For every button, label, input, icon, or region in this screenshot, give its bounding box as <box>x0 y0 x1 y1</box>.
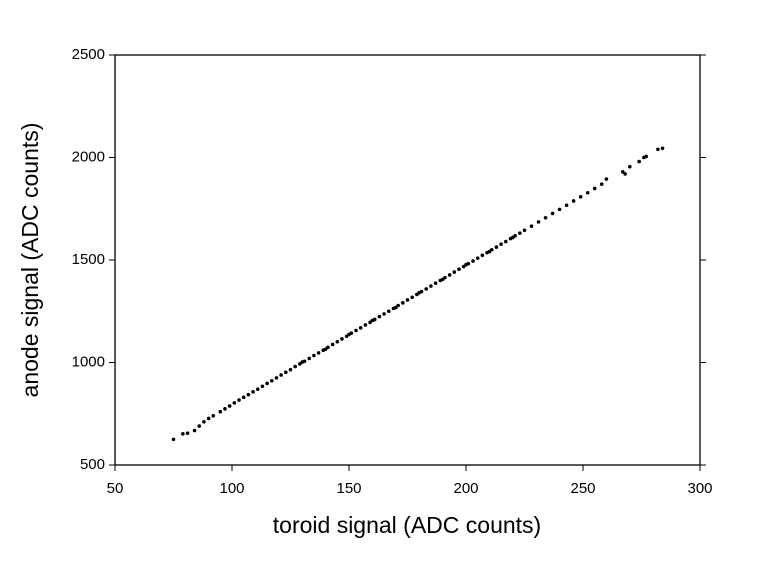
point <box>417 291 422 295</box>
point <box>440 277 445 282</box>
point <box>323 347 328 351</box>
point <box>246 392 251 397</box>
point <box>307 356 312 361</box>
point <box>269 378 274 383</box>
point <box>363 323 368 327</box>
point <box>227 404 232 408</box>
point <box>218 409 223 414</box>
point <box>480 253 485 258</box>
point <box>232 401 237 405</box>
point <box>550 211 555 216</box>
point <box>642 155 646 160</box>
point <box>529 224 534 228</box>
y-tick-label: 2000 <box>72 148 105 165</box>
point <box>475 256 480 260</box>
point <box>405 298 410 302</box>
x-tick-label: 50 <box>107 480 124 497</box>
point <box>274 376 279 380</box>
point <box>370 318 375 323</box>
point <box>457 267 461 272</box>
point <box>396 303 400 308</box>
point <box>330 342 335 347</box>
point <box>487 249 492 254</box>
point <box>637 159 641 164</box>
x-axis-label: toroid signal (ADC counts) <box>273 512 541 538</box>
x-tick-label: 250 <box>570 480 595 497</box>
point <box>358 326 363 330</box>
point <box>599 182 604 186</box>
point <box>543 215 548 220</box>
point <box>347 332 351 337</box>
point <box>354 328 358 333</box>
point <box>410 295 414 300</box>
x-tick-label: 150 <box>336 480 361 497</box>
point <box>592 186 597 191</box>
point <box>255 387 260 391</box>
point <box>401 301 405 305</box>
point <box>623 172 627 176</box>
point <box>293 364 297 369</box>
point <box>604 177 609 181</box>
point <box>386 309 391 314</box>
point <box>211 414 216 418</box>
point <box>197 424 202 428</box>
plot-frame <box>114 54 701 466</box>
point <box>394 305 398 310</box>
point <box>494 245 499 249</box>
y-tick-label: 1000 <box>72 353 105 370</box>
point <box>300 360 305 364</box>
point <box>223 407 227 411</box>
point <box>503 239 508 244</box>
y-tick-label: 500 <box>80 456 105 473</box>
point <box>288 367 293 372</box>
point <box>557 207 562 212</box>
y-tick-label: 1500 <box>72 251 105 268</box>
x-tick-label: 200 <box>453 480 478 497</box>
x-tick-label: 300 <box>687 480 712 497</box>
point <box>511 235 515 240</box>
x-tick-label: 100 <box>219 480 244 497</box>
point <box>237 398 241 402</box>
point <box>585 190 590 195</box>
point <box>382 312 386 316</box>
point <box>251 390 255 394</box>
point <box>620 170 625 174</box>
point <box>377 314 382 319</box>
point <box>424 287 429 291</box>
y-axis-label: anode signal (ADC counts) <box>17 123 43 398</box>
point <box>260 384 265 389</box>
point <box>265 381 269 386</box>
point <box>499 242 503 247</box>
point <box>564 203 569 208</box>
point <box>429 284 433 288</box>
point <box>518 231 522 235</box>
point <box>312 353 316 358</box>
point <box>185 431 190 436</box>
point <box>571 199 576 203</box>
point <box>181 432 185 436</box>
y-tick-label: 2500 <box>72 46 105 63</box>
point <box>279 373 283 377</box>
point <box>656 147 660 152</box>
point <box>241 395 246 400</box>
point <box>464 262 468 267</box>
point <box>284 370 288 375</box>
point <box>447 273 452 277</box>
point <box>202 419 206 424</box>
point <box>578 195 583 199</box>
point <box>433 281 438 285</box>
point <box>206 416 211 421</box>
point <box>192 428 197 433</box>
point <box>660 146 665 151</box>
point <box>522 228 527 233</box>
point <box>536 220 541 224</box>
point <box>340 337 344 341</box>
point <box>471 259 475 263</box>
point <box>171 437 176 442</box>
point <box>452 270 457 274</box>
point <box>628 164 632 169</box>
point <box>316 351 321 355</box>
point <box>335 339 340 344</box>
